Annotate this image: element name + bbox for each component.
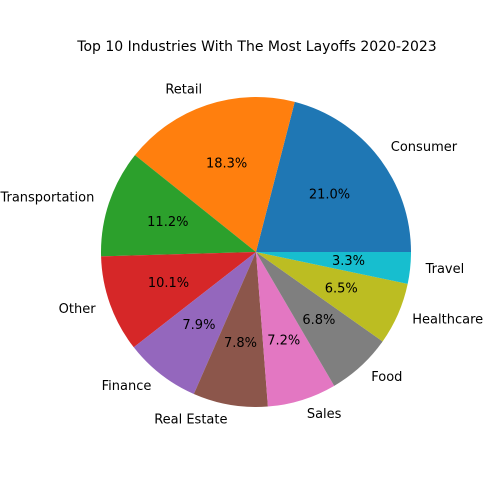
category-label-retail: Retail xyxy=(165,83,202,98)
category-label-healthcare: Healthcare xyxy=(412,313,483,328)
category-label-finance: Finance xyxy=(102,379,152,394)
chart-title: Top 10 Industries With The Most Layoffs … xyxy=(76,39,436,55)
percent-label-transportation: 11.2% xyxy=(147,215,188,230)
category-label-travel: Travel xyxy=(425,262,465,277)
pie-slice-travel xyxy=(256,252,411,284)
pie-slice-transportation xyxy=(101,155,256,257)
percent-label-healthcare: 6.5% xyxy=(325,282,358,297)
pie-slice-healthcare xyxy=(256,252,408,342)
category-label-food: Food xyxy=(371,370,402,385)
percent-labels: 21.0% 18.3% 11.2% 10.1% 7.9% 7.8% 7.2%6.8% 6.5%… xyxy=(147,156,365,351)
pie-slice-finance xyxy=(133,252,256,394)
pie-slices xyxy=(101,96,411,407)
category-labels: Consumer Retail Transportation Other Finance… xyxy=(0,83,483,428)
percent-label-real-estate: 7.8% xyxy=(224,336,257,351)
pie-slice-retail xyxy=(134,96,295,252)
pie-slice-consumer xyxy=(256,101,411,252)
percent-label-sales: 7.2% xyxy=(267,333,300,348)
percent-label-travel: 3.3% xyxy=(332,254,365,269)
pie-slice-sales xyxy=(256,252,335,407)
percent-label-consumer: 21.0% xyxy=(309,188,350,203)
category-label-transportation: Transportation xyxy=(0,190,94,205)
pie-slice-real-estate xyxy=(193,252,268,407)
percent-label-retail: 18.3% xyxy=(206,156,247,171)
percent-label-other: 10.1% xyxy=(148,276,189,291)
percent-label-food: 6.8% xyxy=(302,313,335,328)
pie-slice-other xyxy=(101,252,256,348)
category-label-sales: Sales xyxy=(307,407,342,422)
category-label-other: Other xyxy=(59,302,97,317)
category-label-real-estate: Real Estate xyxy=(154,413,227,428)
pie-slice-food xyxy=(256,252,383,386)
percent-label-finance: 7.9% xyxy=(182,318,215,333)
category-label-consumer: Consumer xyxy=(391,140,458,155)
